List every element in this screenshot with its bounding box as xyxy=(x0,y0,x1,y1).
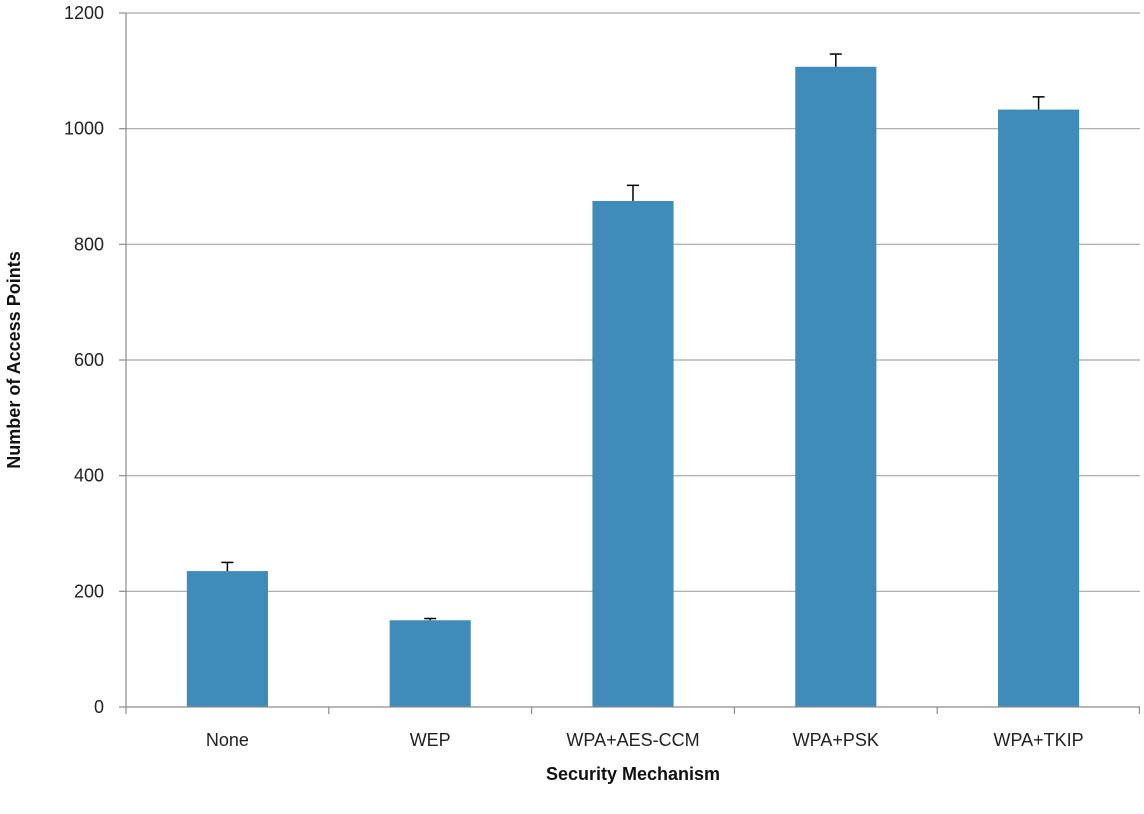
bar xyxy=(389,620,471,707)
bar xyxy=(592,200,674,708)
x-tick-label: WPA+AES-CCM xyxy=(566,730,699,750)
bar xyxy=(795,66,877,707)
x-tick-labels: None WEP WPA+AES-CCM WPA+PSK WPA+TKIP xyxy=(206,730,1084,750)
x-tick-label: WEP xyxy=(410,730,451,750)
y-tick-label: 0 xyxy=(94,697,104,717)
y-tick-label: 1200 xyxy=(64,3,104,23)
axes xyxy=(119,12,1141,714)
y-tick-label: 200 xyxy=(74,581,104,601)
x-tick-label: None xyxy=(206,730,249,750)
bar xyxy=(998,109,1080,707)
y-tick-label: 1000 xyxy=(64,119,104,139)
y-tick-label: 400 xyxy=(74,466,104,486)
y-tick-labels: 0 200 400 600 800 1000 1200 xyxy=(64,3,104,717)
x-axis-title: Security Mechanism xyxy=(546,764,720,784)
y-tick-label: 800 xyxy=(74,234,104,254)
bar xyxy=(186,571,268,707)
y-tick-label: 600 xyxy=(74,350,104,370)
bars xyxy=(186,66,1080,708)
x-tick-label: WPA+TKIP xyxy=(994,730,1084,750)
x-tick-label: WPA+PSK xyxy=(793,730,879,750)
error-bars xyxy=(221,53,1045,621)
y-axis-title: Number of Access Points xyxy=(4,251,24,468)
